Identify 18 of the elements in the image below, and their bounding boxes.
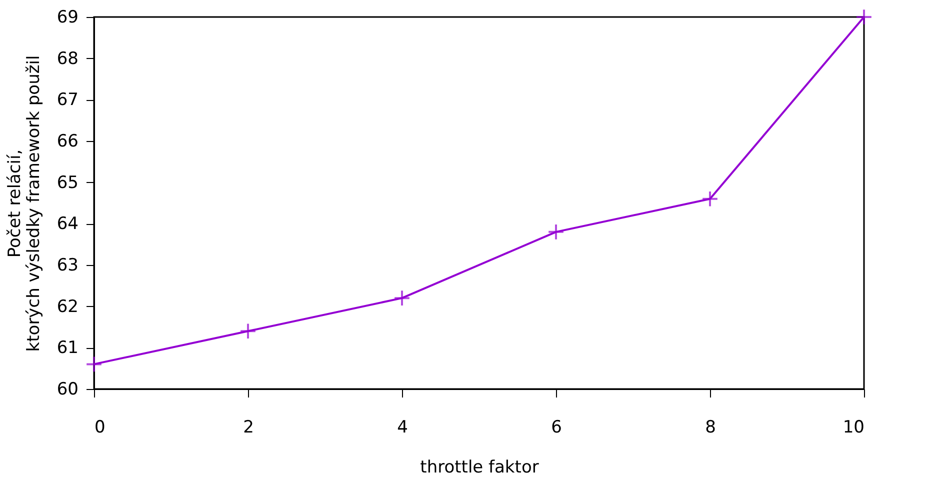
y-tick-label: 61 xyxy=(56,338,78,358)
x-tick-label: 2 xyxy=(243,418,254,438)
y-tick-label: 60 xyxy=(56,380,78,400)
x-axis-title: throttle faktor xyxy=(420,458,539,478)
y-tick-label: 65 xyxy=(56,172,78,193)
x-tick-label: 10 xyxy=(842,418,864,438)
y-tick-label: 67 xyxy=(56,90,78,110)
y-tick-label: 66 xyxy=(56,132,78,152)
y-tick-label: 63 xyxy=(56,256,78,276)
y-tick-label: 68 xyxy=(56,48,78,69)
y-tick-label: 62 xyxy=(56,296,78,317)
x-tick-label: 0 xyxy=(94,418,106,438)
x-tick-label: 4 xyxy=(397,418,408,438)
x-tick-label: 8 xyxy=(705,418,716,438)
y-tick-label: 64 xyxy=(56,214,78,234)
y-axis-title: Počet relácií, ktorých výsledky framework použil xyxy=(4,55,44,352)
y-tick-label: 69 xyxy=(56,8,78,28)
x-tick-label: 6 xyxy=(551,418,562,438)
